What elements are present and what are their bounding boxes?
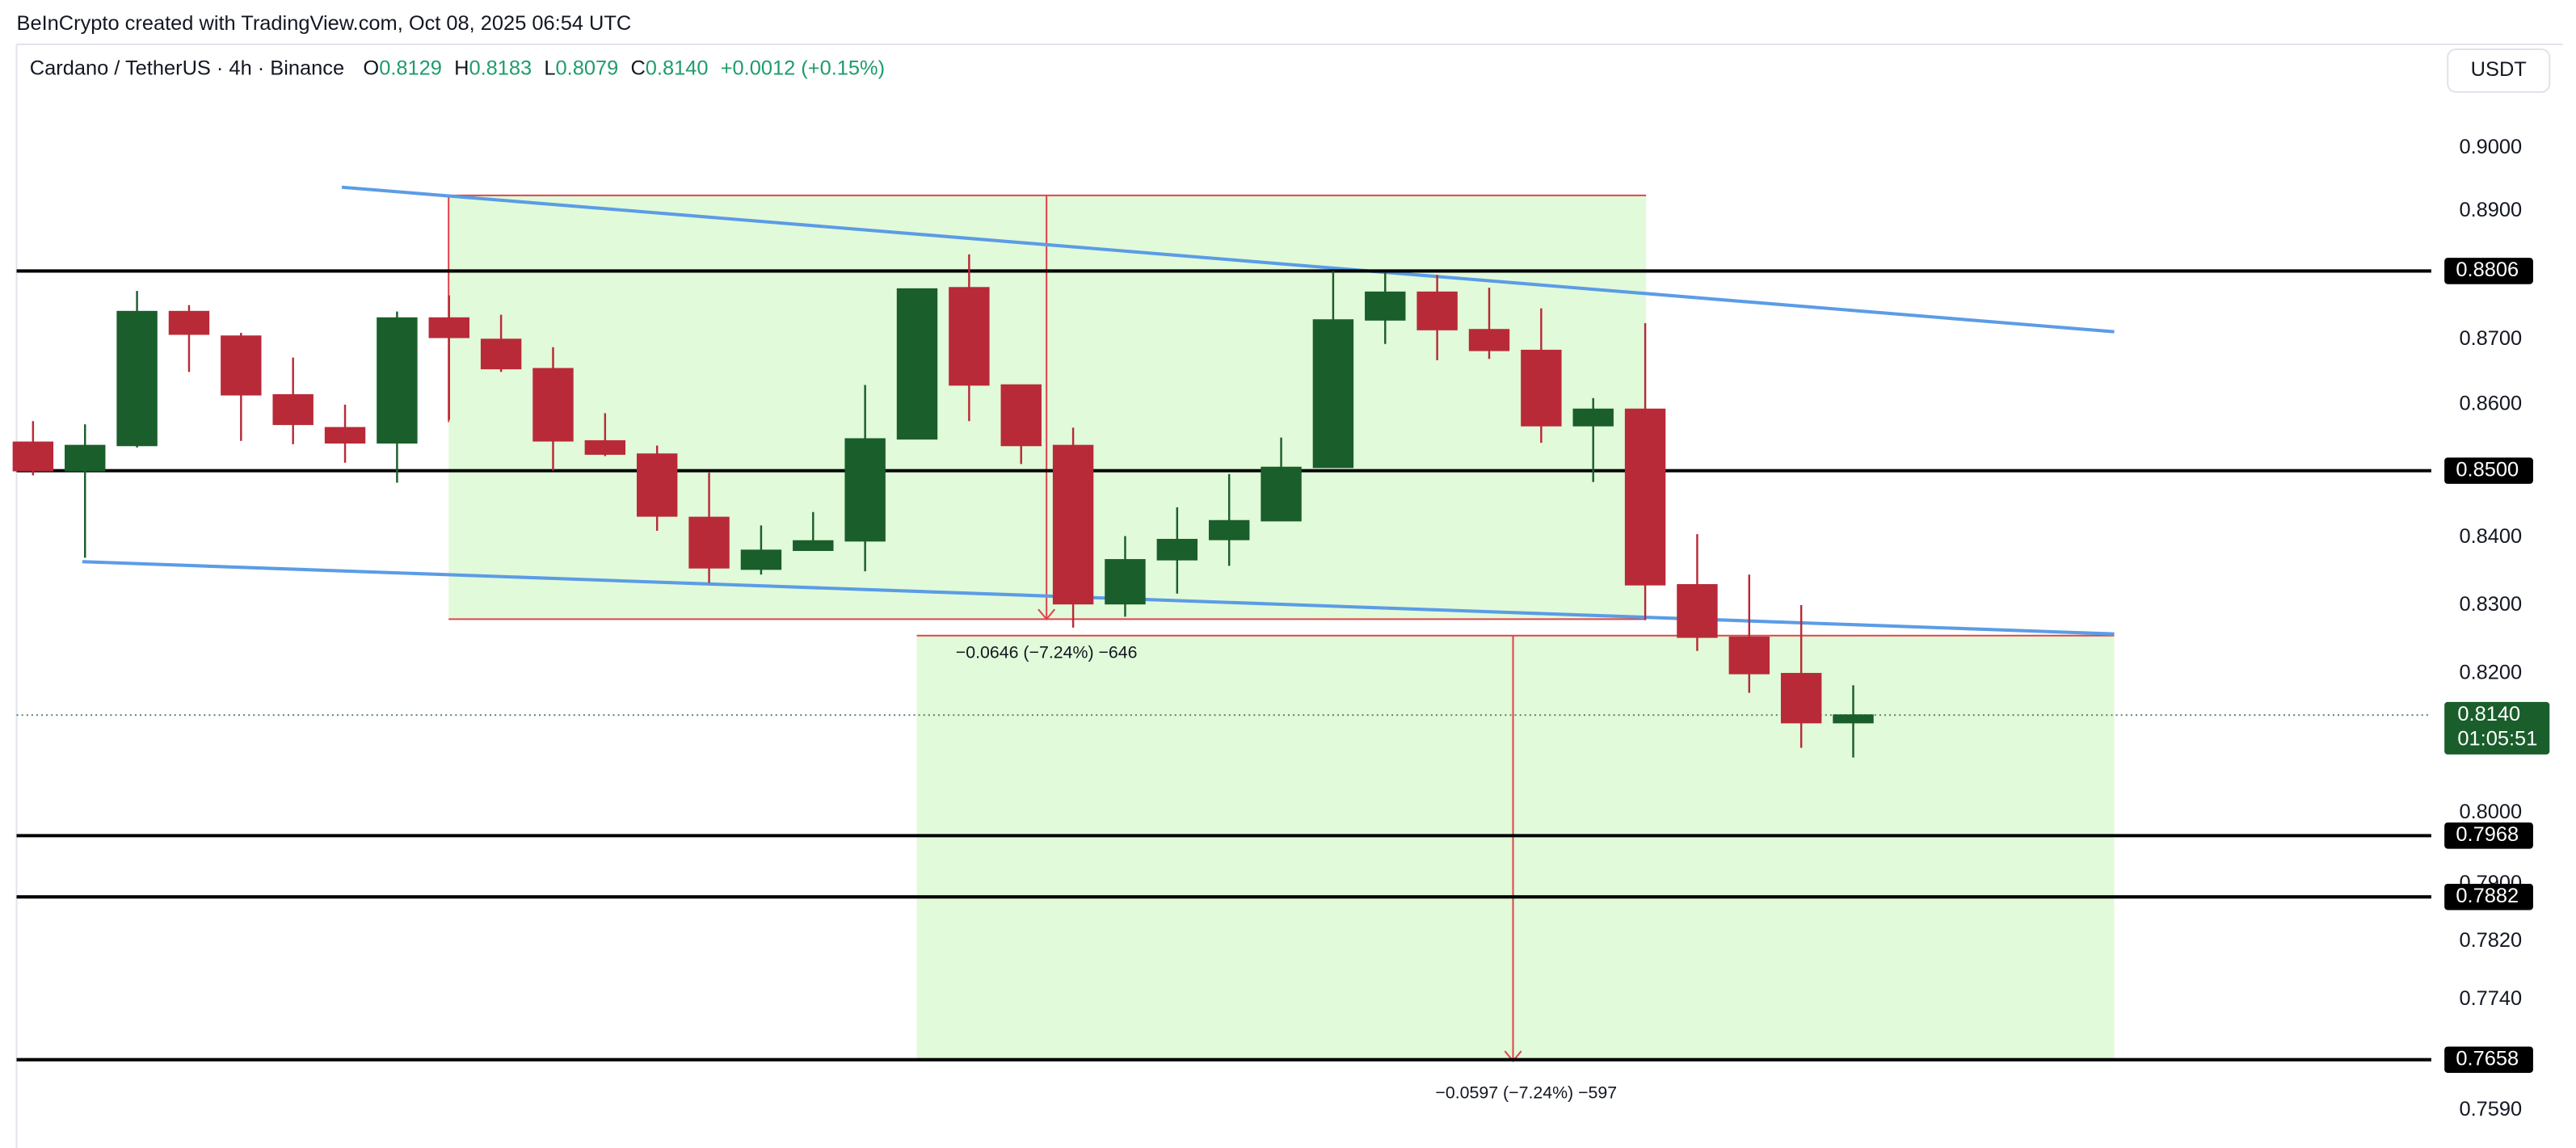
last-price-box xyxy=(2444,701,2550,755)
candle-body xyxy=(428,317,469,339)
candle-body xyxy=(12,441,54,472)
y-tick-label: 0.8300 xyxy=(2459,593,2522,616)
levels xyxy=(16,269,2431,1062)
currency-label[interactable]: USDT xyxy=(2471,58,2527,81)
y-tick-label: 0.8600 xyxy=(2459,393,2522,415)
candle-body xyxy=(636,453,678,517)
credit: BeInCrypto created with TradingView.com,… xyxy=(17,12,632,35)
y-tick-label: 0.7740 xyxy=(2459,987,2522,1010)
y-tick-label: 0.8000 xyxy=(2459,801,2522,823)
ohlc-value: 0.8140 xyxy=(646,57,709,79)
candle-body xyxy=(896,288,938,440)
legend: Cardano / TetherUS · 4h · Binance O0.812… xyxy=(30,57,885,79)
candle-body xyxy=(221,335,262,396)
level-label-box xyxy=(2444,457,2533,484)
ohlc-value: 0.8183 xyxy=(469,57,532,79)
level-label: 0.8806 xyxy=(2456,259,2519,281)
candle-body xyxy=(949,287,990,386)
y-tick-label: 0.8900 xyxy=(2459,199,2522,221)
currency-button[interactable] xyxy=(2447,48,2551,93)
y-tick-label: 0.8400 xyxy=(2459,525,2522,548)
change: +0.0012 (+0.15%) xyxy=(721,57,885,79)
candle-body xyxy=(1468,329,1510,351)
countdown: 01:05:51 xyxy=(2457,727,2537,750)
ohlc-key: C xyxy=(630,57,645,79)
candle-body xyxy=(1261,466,1302,522)
candle-body xyxy=(1365,291,1406,321)
candle-body xyxy=(1312,319,1354,469)
y-tick-label: 0.9000 xyxy=(2459,136,2522,158)
candle-body xyxy=(532,368,574,442)
measure-box xyxy=(916,635,2115,1062)
candle-body xyxy=(1208,519,1250,540)
y-tick-label: 0.7820 xyxy=(2459,929,2522,952)
level-label: 0.7968 xyxy=(2456,823,2519,846)
candle-body xyxy=(1105,559,1146,605)
candle-body xyxy=(1156,539,1198,561)
level-label-box xyxy=(2444,883,2533,910)
ohlc-key: O xyxy=(363,57,379,79)
candle-body xyxy=(480,339,522,370)
level-label-box xyxy=(2444,822,2533,849)
candles xyxy=(12,254,1874,758)
symbol: Cardano / TetherUS · 4h · Binance xyxy=(30,57,344,79)
candle-body xyxy=(1572,408,1614,427)
candle-body xyxy=(168,310,210,335)
candle-body xyxy=(1000,384,1042,447)
candle-body xyxy=(1833,714,1874,724)
candle-body xyxy=(1624,408,1666,586)
level-label: 0.7658 xyxy=(2456,1047,2519,1070)
candle-body xyxy=(272,393,314,426)
ohlc-value: 0.8079 xyxy=(556,57,619,79)
measure-label: −0.0597 (−7.24%) −597 xyxy=(1435,1083,1617,1103)
last-price-label: 0.8140 xyxy=(2457,703,2520,725)
level-label: 0.8500 xyxy=(2456,458,2519,481)
y-tick-label: 0.8200 xyxy=(2459,661,2522,683)
candle-body xyxy=(584,439,626,455)
candle-body xyxy=(688,516,730,569)
trend-line xyxy=(341,185,2115,334)
ohlc-value: 0.8129 xyxy=(379,57,442,79)
measure-label: −0.0646 (−7.24%) −646 xyxy=(956,643,1138,662)
candle-body xyxy=(1728,636,1770,675)
candle-body xyxy=(1677,584,1718,638)
candle-body xyxy=(1521,349,1562,427)
arrow-head xyxy=(1038,608,1056,620)
level-label-box xyxy=(2444,258,2533,284)
candle-body xyxy=(793,540,834,551)
candle-body xyxy=(65,444,106,472)
y-tick-label: 0.7590 xyxy=(2459,1098,2522,1121)
candle-body xyxy=(377,317,418,444)
candle-body xyxy=(1052,444,1094,605)
level-label-box xyxy=(2444,1046,2533,1073)
trend-line xyxy=(82,560,2115,636)
measure-lines xyxy=(448,194,2115,1062)
y-tick-label: 0.8700 xyxy=(2459,327,2522,350)
candle-body xyxy=(1416,291,1458,330)
price-axis: 0.9000 0.8900 0.8700 0.8600 0.8400 0.8300 0.82… xyxy=(2444,136,2550,1121)
candle-body xyxy=(1780,672,1822,724)
ohlc-key: H xyxy=(454,57,469,79)
candle-body xyxy=(324,427,366,444)
ohlc-key: L xyxy=(544,57,555,79)
candle-body xyxy=(116,310,158,447)
candle-body xyxy=(740,549,782,570)
candle-body xyxy=(844,438,886,542)
level-label: 0.7882 xyxy=(2456,885,2519,907)
